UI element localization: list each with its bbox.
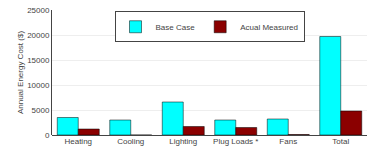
svg-text:0: 0 bbox=[45, 131, 50, 140]
svg-text:25000: 25000 bbox=[27, 6, 50, 15]
svg-text:Fans: Fans bbox=[279, 137, 297, 146]
svg-text:Base Case: Base Case bbox=[156, 23, 196, 32]
svg-text:Lighting: Lighting bbox=[169, 137, 197, 146]
svg-text:Total: Total bbox=[332, 137, 349, 146]
svg-text:10000: 10000 bbox=[27, 81, 50, 90]
svg-text:Heating: Heating bbox=[64, 137, 92, 146]
svg-text:15000: 15000 bbox=[27, 56, 50, 65]
svg-text:Acual Measured: Acual Measured bbox=[240, 23, 298, 32]
svg-text:20000: 20000 bbox=[27, 31, 50, 40]
svg-text:Plug Loads *: Plug Loads * bbox=[213, 137, 258, 146]
svg-text:5000: 5000 bbox=[32, 106, 50, 115]
svg-text:Cooling: Cooling bbox=[117, 137, 144, 146]
svg-text:Annual Energy Cost ($): Annual Energy Cost ($) bbox=[16, 31, 25, 114]
